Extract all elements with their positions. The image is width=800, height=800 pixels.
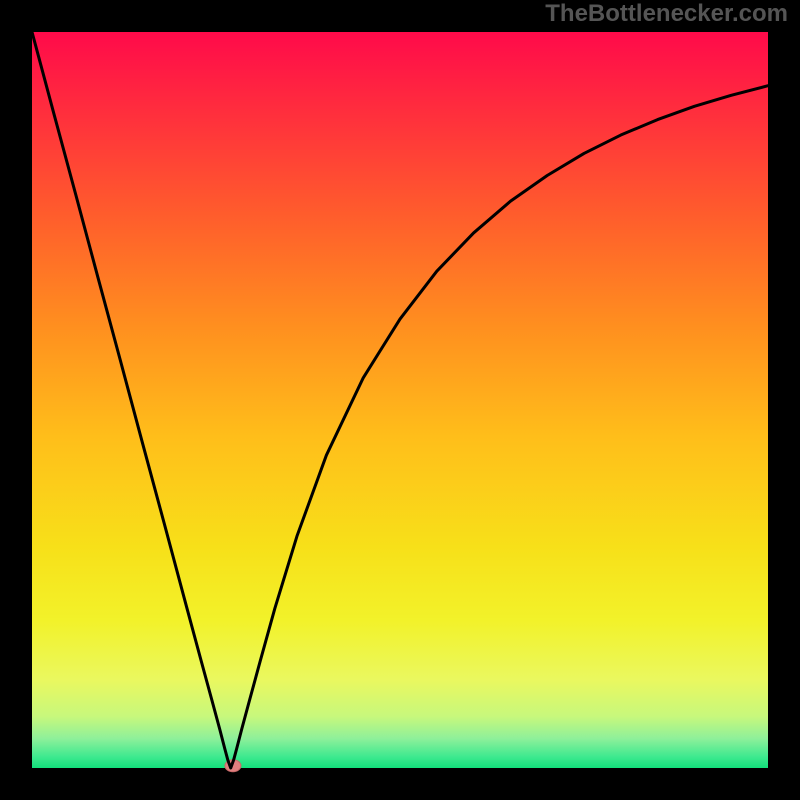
bottleneck-chart — [0, 0, 800, 800]
watermark-text: TheBottlenecker.com — [545, 0, 788, 28]
chart-container: TheBottlenecker.com — [0, 0, 800, 800]
plot-gradient — [32, 32, 768, 768]
